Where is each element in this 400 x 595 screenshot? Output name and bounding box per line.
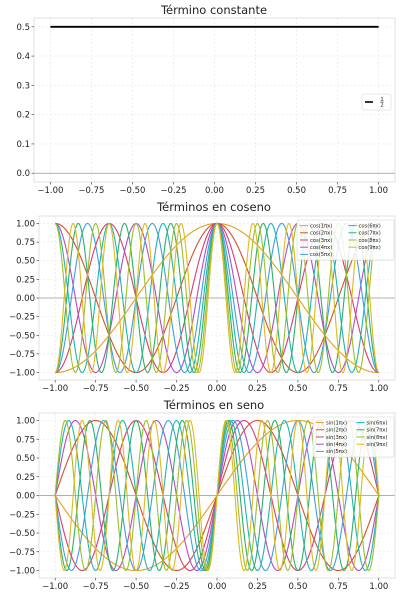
y-tick-label: 0.0: [16, 169, 30, 179]
legend-box: [296, 219, 395, 261]
panel-sine-title: Términos en seno: [163, 398, 264, 412]
x-tick-label: −0.25: [160, 186, 186, 196]
legend-label: sin(6πx): [367, 420, 388, 426]
x-tick-label: −0.50: [119, 186, 145, 196]
legend-label: cos(6πx): [359, 223, 381, 229]
x-tick-label: 0.25: [246, 186, 265, 196]
panel-constant-title: Término constante: [160, 3, 267, 17]
y-tick-label: −0.50: [9, 529, 35, 539]
x-tick-label: 1.00: [369, 582, 388, 592]
panel-sine-ticks: −1.00 −0.75 −0.50 −0.25 0.00 0.25 0.50 0.75 1.00…: [9, 417, 388, 593]
legend-label: cos(7πx): [359, 231, 381, 237]
x-tick-label: −0.75: [83, 582, 109, 592]
y-tick-label: −1.00: [9, 567, 35, 577]
panel-sine-legend: sin(1πx) sin(2πx)sin(3πx)sin(4πx)sin(5πx)…: [312, 416, 395, 458]
x-tick-label: 0.00: [208, 582, 227, 592]
x-tick-label: −1.00: [42, 582, 68, 592]
y-tick-label: −0.25: [9, 510, 35, 520]
y-tick-label: 0.25: [16, 473, 35, 483]
x-tick-label: 0.75: [329, 384, 348, 394]
y-tick-label: 0.1: [16, 140, 30, 150]
x-tick-label: −0.50: [123, 582, 149, 592]
legend-label: cos(2πx): [310, 231, 332, 237]
panel-cosine-legend: cos(1πx) cos(2πx)cos(3πx)cos(4πx)cos(5πx)…: [296, 219, 395, 261]
legend-label: sin(9πx): [367, 442, 388, 448]
y-tick-label: 0.3: [16, 81, 30, 91]
y-tick-label: 0.50: [16, 454, 35, 464]
panel-constant-legend: 12: [361, 93, 392, 111]
x-tick-label: −1.00: [42, 384, 68, 394]
y-tick-label: 0.75: [16, 238, 35, 248]
y-tick-label: 0.4: [16, 52, 30, 62]
x-tick-label: 1.00: [369, 384, 388, 394]
legend-label: sin(7πx): [367, 428, 388, 434]
legend-label: sin(8πx): [367, 435, 388, 441]
legend-box: [312, 416, 395, 458]
panel-constant-ticks: −1.00 −0.75 −0.50 −0.25 0.00 0.25 0.50 0.75 1.00…: [16, 23, 388, 196]
x-tick-label: −0.50: [123, 384, 149, 394]
legend-box: [361, 93, 392, 111]
y-tick-label: 0.50: [16, 257, 35, 267]
y-tick-label: −1.00: [9, 369, 35, 379]
x-tick-label: 0.00: [205, 186, 224, 196]
x-tick-label: 0.75: [329, 582, 348, 592]
y-tick-label: 0.25: [16, 275, 35, 285]
series-line: [54, 419, 380, 572]
legend-label: cos(8πx): [359, 238, 381, 244]
x-tick-label: −0.75: [78, 186, 104, 196]
y-tick-label: −0.75: [9, 350, 35, 360]
legend-label: cos(5πx): [310, 252, 332, 258]
x-tick-label: 0.75: [328, 186, 347, 196]
x-tick-label: −0.75: [83, 384, 109, 394]
x-tick-label: −0.25: [164, 384, 190, 394]
legend-label: cos(9πx): [359, 245, 381, 251]
x-tick-label: 0.50: [288, 582, 307, 592]
x-tick-label: −1.00: [37, 186, 63, 196]
x-tick-label: 0.25: [248, 582, 267, 592]
panel-constant: Término constante −1.00 −0.75 −0.50 −0.25 0.…: [16, 3, 396, 196]
y-tick-label: 0.75: [16, 435, 35, 445]
y-tick-label: 0.5: [16, 23, 30, 33]
legend-label-numerator: 1: [380, 97, 383, 103]
y-tick-label: 0.2: [16, 111, 30, 121]
legend-label: sin(5πx): [326, 449, 347, 455]
legend-label: sin(1πx): [326, 420, 347, 426]
legend-label-denominator: 2: [380, 103, 383, 109]
y-tick-label: −0.50: [9, 331, 35, 341]
panel-cosine-title: Términos en coseno: [156, 200, 271, 214]
y-tick-label: −0.75: [9, 548, 35, 558]
panel-sine: Términos en seno −1.00 −0.75 −0.50 −0.25 0.0…: [9, 398, 396, 593]
y-tick-label: 0.00: [16, 294, 35, 304]
legend-label: sin(4πx): [326, 442, 347, 448]
x-tick-label: 0.50: [288, 384, 307, 394]
legend-label: cos(1πx): [310, 223, 332, 229]
legend-label: sin(3πx): [326, 435, 347, 441]
legend-label: cos(3πx): [310, 238, 332, 244]
x-tick-label: 1.00: [369, 186, 388, 196]
x-tick-label: 0.25: [248, 384, 267, 394]
legend-label: cos(4πx): [310, 245, 332, 251]
y-tick-label: 0.00: [16, 492, 35, 502]
x-tick-label: 0.50: [287, 186, 306, 196]
panel-cosine-ticks: −1.00 −0.75 −0.50 −0.25 0.00 0.25 0.50 0.75 1.00…: [9, 219, 388, 394]
legend-label: sin(2πx): [326, 428, 347, 434]
legend-label: 12: [380, 97, 384, 109]
y-tick-label: −0.25: [9, 313, 35, 323]
x-tick-label: −0.25: [164, 582, 190, 592]
y-tick-label: 1.00: [16, 417, 35, 427]
panel-cosine: Términos en coseno −1.00 −0.75 −0.50 −0.25 0…: [9, 200, 396, 394]
y-tick-label: 1.00: [16, 219, 35, 229]
x-tick-label: 0.00: [208, 384, 227, 394]
